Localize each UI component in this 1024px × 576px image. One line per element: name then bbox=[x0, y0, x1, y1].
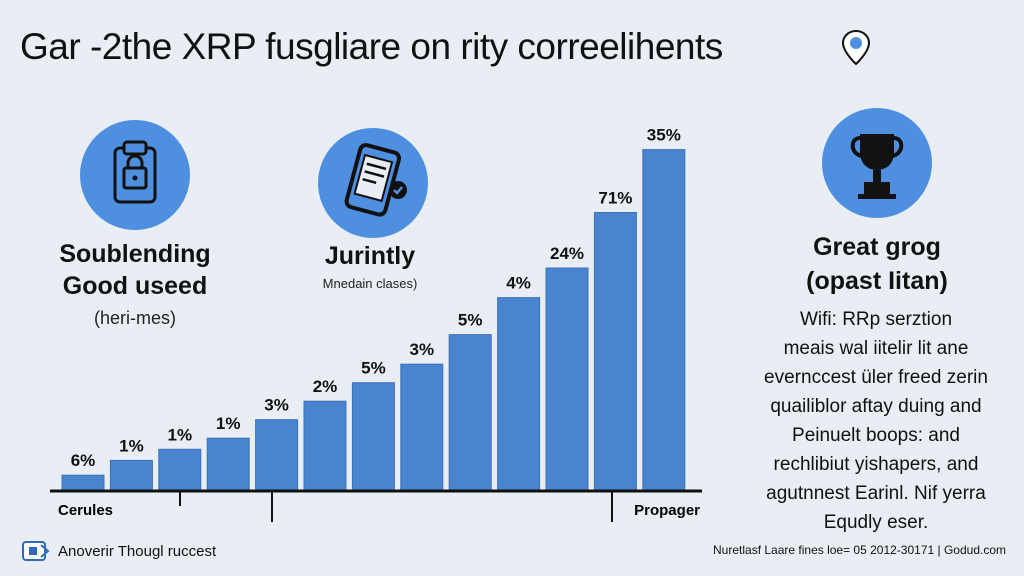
footer-right-text: Nuretlasf Laare fines loe= 05 2012-30171… bbox=[713, 543, 1006, 557]
bar-data-label: 4% bbox=[506, 274, 531, 293]
bar-data-label: 71% bbox=[598, 189, 632, 208]
right-panel-text-line: Equdly eser. bbox=[823, 512, 929, 533]
footer-left-text: Anoverir Thougl ruccest bbox=[58, 542, 217, 560]
right-panel-text-line: Wifi: RRp serztion bbox=[799, 309, 953, 330]
page-title: Gar -2the XRP fusgliare on rity correeli… bbox=[20, 26, 723, 67]
bar-5 bbox=[255, 419, 299, 491]
brand-logo-icon bbox=[22, 541, 50, 561]
bar-data-label: 5% bbox=[458, 311, 483, 330]
mid-panel-heading: Jurintly bbox=[324, 242, 416, 270]
left-panel-subtitle: (heri-mes) bbox=[93, 308, 176, 328]
location-pin-icon bbox=[841, 29, 871, 66]
bar-9 bbox=[448, 334, 492, 491]
bar-10 bbox=[497, 297, 541, 491]
bar-7 bbox=[351, 382, 395, 491]
bar-data-label: 1% bbox=[119, 436, 144, 455]
bar-3 bbox=[158, 448, 202, 491]
bar-data-label: 6% bbox=[71, 451, 96, 470]
x-end-label: Propager bbox=[634, 502, 700, 519]
bar-1 bbox=[61, 474, 105, 491]
left-panel-heading-line2: Good useed bbox=[62, 272, 208, 300]
bar-data-label: 1% bbox=[168, 425, 193, 444]
bar-data-label: 1% bbox=[216, 414, 241, 433]
bar-12 bbox=[593, 212, 637, 491]
trophy-icon bbox=[822, 108, 932, 218]
bar-6 bbox=[303, 400, 347, 491]
x-start-label: Cerules bbox=[58, 502, 113, 519]
bar-2 bbox=[109, 459, 153, 491]
clipboard-lock-icon bbox=[80, 120, 190, 230]
bar-8 bbox=[400, 363, 444, 491]
right-panel-text-line: agutnnest Earinl. Nif yerra bbox=[766, 483, 986, 504]
bar-data-label: 3% bbox=[264, 396, 289, 415]
right-panel-text-line: meais wal iitelir lit ane bbox=[783, 338, 969, 359]
bar-4 bbox=[206, 437, 250, 491]
right-panel-heading-line2: (opast Iitan) bbox=[806, 267, 948, 295]
right-panel-text-line: rechlibiut yishapers, and bbox=[773, 454, 979, 475]
right-panel-text-line: evernccest üler freed zerin bbox=[764, 367, 988, 388]
bar-13 bbox=[642, 149, 686, 491]
bar-data-label: 2% bbox=[313, 377, 338, 396]
right-panel-heading-line1: Great grog bbox=[813, 233, 941, 261]
bar-11 bbox=[545, 267, 589, 491]
footer-left: Anoverir Thougl ruccest bbox=[22, 540, 216, 562]
left-panel-heading-line1: Soublending bbox=[59, 240, 211, 268]
right-panel-text-line: Peinuelt boops: and bbox=[792, 425, 960, 446]
bar-data-label: 35% bbox=[647, 126, 681, 145]
bar-data-label: 24% bbox=[550, 244, 584, 263]
phone-document-icon bbox=[318, 128, 428, 238]
mid-panel-subtitle: Mnedain clases) bbox=[322, 276, 418, 291]
bar-data-label: 5% bbox=[361, 359, 386, 378]
bar-data-label: 3% bbox=[410, 340, 435, 359]
right-panel-text-line: quailiblor aftay duing and bbox=[770, 396, 982, 417]
